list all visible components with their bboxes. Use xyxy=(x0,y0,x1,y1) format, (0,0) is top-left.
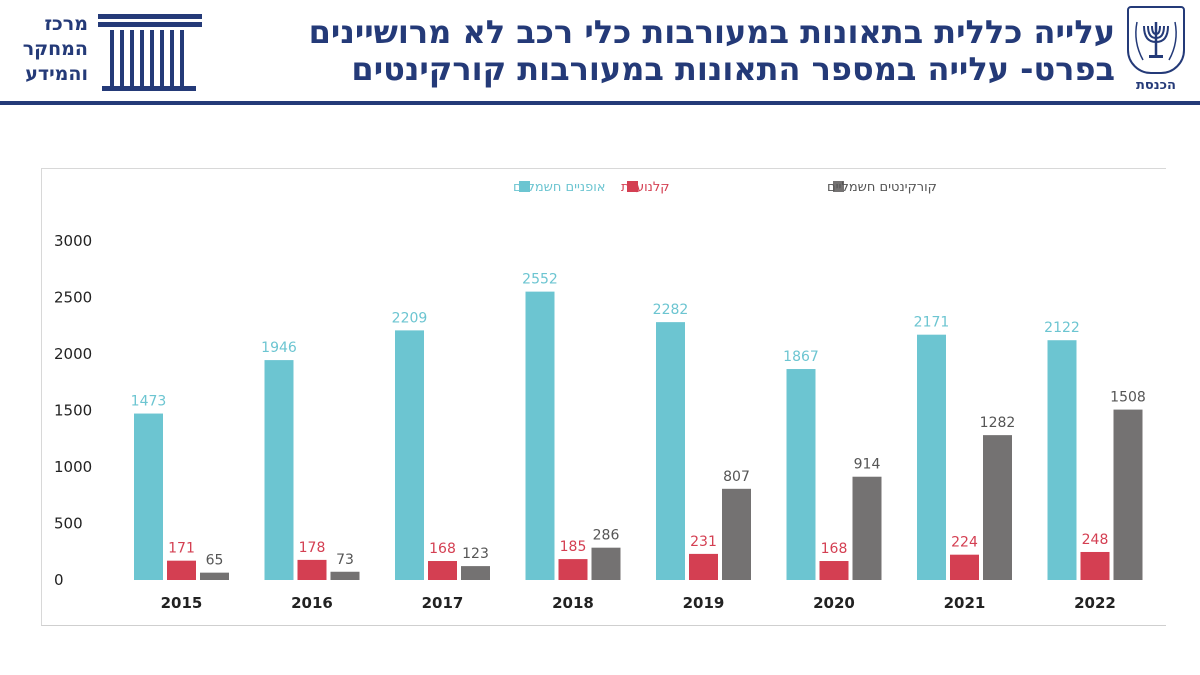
title-line-2: בפרט- עלייה במספר התאונות במעורבות קורקי… xyxy=(351,50,1115,88)
legend-label: קורקינטים חשמליים xyxy=(827,180,937,195)
bar xyxy=(134,413,163,580)
legend-swatch xyxy=(519,181,530,192)
header-divider xyxy=(0,101,1200,105)
bar xyxy=(983,435,1012,580)
chart-panel: 0 500 1000 1500 2000 2500 3000 אופניים חשמליים ק… xyxy=(41,168,1166,626)
data-label: 2552 xyxy=(522,272,558,288)
data-label: 1473 xyxy=(131,394,167,410)
legend-swatch xyxy=(833,181,844,192)
bar xyxy=(558,559,588,580)
data-label: 178 xyxy=(299,540,326,556)
bar xyxy=(1113,409,1143,580)
bar xyxy=(297,559,327,580)
bar xyxy=(722,488,751,580)
y-tick-label: 2500 xyxy=(54,289,92,307)
x-tick-label: 2017 xyxy=(422,594,464,612)
bar xyxy=(852,476,882,580)
data-label: 73 xyxy=(336,552,354,568)
bar xyxy=(656,322,685,580)
bar xyxy=(330,571,360,580)
bar xyxy=(1047,340,1077,580)
data-label: 65 xyxy=(206,553,224,569)
logo-line: והמידע xyxy=(25,63,88,85)
data-label: 2209 xyxy=(392,310,428,326)
y-tick-label: 500 xyxy=(54,515,83,533)
logo-line: המחקר xyxy=(22,38,88,60)
y-tick-label: 3000 xyxy=(54,232,92,250)
x-tick-label: 2021 xyxy=(944,594,986,612)
data-label: 2282 xyxy=(653,302,689,318)
data-label: 224 xyxy=(951,535,978,551)
legend-swatch xyxy=(627,181,638,192)
x-tick-label: 2022 xyxy=(1074,594,1116,612)
y-tick-label: 2000 xyxy=(54,345,92,363)
bar xyxy=(167,560,196,580)
x-tick-label: 2020 xyxy=(813,594,855,612)
bar xyxy=(428,561,457,580)
data-label: 1282 xyxy=(980,415,1016,431)
bar-chart: 0 500 1000 1500 2000 2500 3000 אופניים חשמליים ק… xyxy=(54,180,1146,612)
data-label: 914 xyxy=(854,457,881,473)
bar xyxy=(950,554,979,580)
title-line-1: עלייה כללית בתאונות במעורבות כלי רכב לא … xyxy=(308,13,1115,51)
knesset-label: הכנסת xyxy=(1136,78,1176,93)
data-label: 807 xyxy=(723,469,750,485)
x-tick-label: 2019 xyxy=(683,594,725,612)
legend-label: אופניים חשמליים xyxy=(513,180,606,195)
bar xyxy=(591,547,621,580)
data-label: 231 xyxy=(690,534,717,550)
bar xyxy=(264,360,294,580)
y-tick-label: 1000 xyxy=(54,458,92,476)
data-label: 1508 xyxy=(1110,390,1146,406)
legend-label: קלנועיות xyxy=(621,180,670,195)
bar xyxy=(525,291,555,580)
data-label: 2171 xyxy=(914,315,950,331)
logo-line: מרכז xyxy=(44,13,88,35)
page-title: עלייה כללית בתאונות במעורבות כלי רכב לא … xyxy=(210,14,1115,88)
y-tick-label: 0 xyxy=(54,571,64,589)
data-label: 2122 xyxy=(1044,320,1080,336)
slide-header: מרכז המחקר והמידע עלייה כללית בתאונות במ… xyxy=(0,0,1200,104)
bar xyxy=(1080,551,1110,580)
data-label: 1946 xyxy=(261,340,297,356)
bar xyxy=(819,561,849,580)
data-label: 168 xyxy=(429,541,456,557)
bar xyxy=(395,330,424,580)
data-label: 1867 xyxy=(783,349,819,365)
bar xyxy=(689,553,718,580)
x-tick-label: 2018 xyxy=(552,594,594,612)
bar xyxy=(917,334,946,580)
bar xyxy=(786,369,816,580)
bar xyxy=(200,572,229,580)
x-tick-label: 2016 xyxy=(291,594,333,612)
research-center-logo: מרכז המחקר והמידע xyxy=(6,8,206,96)
menorah-emblem-icon xyxy=(1127,6,1185,74)
building-icon xyxy=(98,14,202,91)
bar xyxy=(461,566,490,580)
data-label: 171 xyxy=(168,541,195,557)
data-label: 123 xyxy=(462,546,489,562)
data-label: 168 xyxy=(821,541,848,557)
data-label: 185 xyxy=(560,539,587,555)
data-label: 286 xyxy=(593,528,620,544)
y-tick-label: 1500 xyxy=(54,402,92,420)
x-tick-label: 2015 xyxy=(161,594,203,612)
knesset-logo: הכנסת xyxy=(1122,6,1190,98)
research-center-name: מרכז המחקר והמידע xyxy=(10,12,88,87)
data-label: 248 xyxy=(1082,532,1109,548)
